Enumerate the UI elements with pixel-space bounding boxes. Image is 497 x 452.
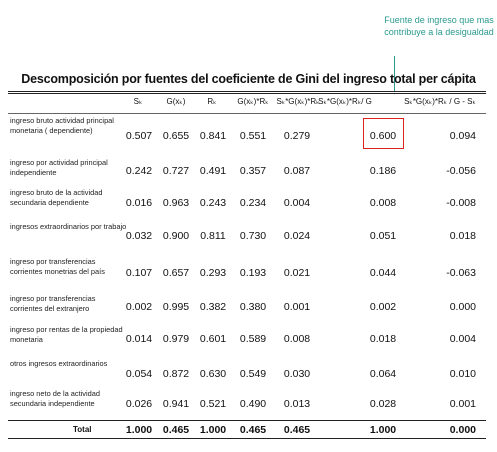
table-cell: 0.002 [125, 301, 153, 313]
table-cell: 0.030 [283, 368, 311, 380]
table-cell: 0.963 [162, 197, 190, 209]
table-cell: 0.655 [162, 130, 190, 142]
table-cell: 0.279 [283, 130, 311, 142]
table-cell: 0.016 [125, 197, 153, 209]
table-cell: 0.044 [369, 267, 397, 279]
income-source-label: otros ingresos extraordinarios [10, 359, 108, 368]
annotation-text: Fuente de ingreso que mas contribuye a l… [384, 15, 494, 37]
table-cell: 0.872 [162, 368, 190, 380]
column-header: G(xₖ) [166, 97, 186, 106]
table-rule-total [8, 420, 486, 421]
table-cell: 0.521 [199, 398, 227, 410]
total-cell: 1.000 [199, 424, 227, 436]
highlight-box [363, 118, 404, 149]
table-cell: -0.056 [446, 165, 476, 177]
table-cell: 0.380 [239, 301, 267, 313]
table-cell: 0.193 [239, 267, 267, 279]
table-cell: 0.382 [199, 301, 227, 313]
income-source-label: ingreso neto de la actividad secundaria … [10, 389, 100, 408]
column-header: Sₖ [133, 97, 143, 106]
table-rule-top-double [8, 93, 486, 94]
table-cell: 0.491 [199, 165, 227, 177]
income-source-label: ingreso bruto de la actividad secundaria… [10, 188, 103, 207]
table-cell: 0.900 [162, 230, 190, 242]
table-cell: 0.490 [239, 398, 267, 410]
table-cell: 0.242 [125, 165, 153, 177]
annotation-pointer-line [394, 56, 395, 92]
total-cell: 0.465 [162, 424, 190, 436]
table-cell: 0.657 [162, 267, 190, 279]
table-cell: 0.018 [369, 333, 397, 345]
table-cell: 0.010 [449, 368, 476, 380]
table-cell: 0.004 [449, 333, 476, 345]
table-cell: -0.063 [446, 267, 476, 279]
column-header: Rₖ [207, 97, 217, 106]
income-source-label: ingresos extraordinarios por trabajo [10, 222, 127, 231]
table-cell: 0.032 [125, 230, 153, 242]
table-cell: 0.727 [162, 165, 190, 177]
table-cell: 0.024 [283, 230, 311, 242]
table-title: Descomposición por fuentes del coeficien… [21, 72, 476, 86]
table-cell: 0.234 [239, 197, 267, 209]
table-cell: 0.979 [162, 333, 190, 345]
table-cell: 0.293 [199, 267, 227, 279]
table-cell: 0.551 [239, 130, 267, 142]
table-cell: 0.357 [239, 165, 267, 177]
table-cell: 0.021 [283, 267, 311, 279]
table-cell: 0.064 [369, 368, 397, 380]
table-cell: 0.051 [369, 230, 397, 242]
table-cell: 0.004 [283, 197, 311, 209]
total-label: Total [73, 425, 92, 434]
table-cell: 0.186 [369, 165, 397, 177]
table-cell: 0.002 [369, 301, 397, 313]
column-header: G(xₖ)*Rₖ [237, 97, 269, 106]
table-rule-top [8, 91, 486, 92]
table-cell: 0.507 [125, 130, 153, 142]
table-cell: 0.014 [125, 333, 153, 345]
total-cell: 0.465 [239, 424, 267, 436]
total-cell: 1.000 [125, 424, 153, 436]
table-cell: 0.243 [199, 197, 227, 209]
table-rule-header [8, 113, 486, 114]
table-cell: 0.013 [283, 398, 311, 410]
table-cell: 0.018 [449, 230, 476, 242]
table-cell: 0.107 [125, 267, 153, 279]
table-cell: 0.549 [239, 368, 267, 380]
table-cell: 0.026 [125, 398, 153, 410]
income-source-label: ingreso por rentas de la propiedad monet… [10, 325, 123, 344]
total-cell: 0.000 [449, 424, 476, 436]
table-cell: 0.630 [199, 368, 227, 380]
column-header: Sₖ*G(xₖ)*Rₖ/ G [318, 97, 372, 106]
column-header: Sₖ*G(xₖ)*Rₖ [276, 97, 320, 106]
table-cell: 0.600 [369, 130, 397, 142]
table-cell: 0.601 [199, 333, 227, 345]
income-source-label: ingreso por transferencias corrientes mo… [10, 257, 105, 276]
total-cell: 1.000 [369, 424, 397, 436]
table-rule-bottom [8, 438, 486, 439]
table-cell: 0.001 [449, 398, 476, 410]
table-cell: 0.094 [449, 130, 476, 142]
table-cell: 0.589 [239, 333, 267, 345]
column-header: Sₖ*G(xₖ)*Rₖ / G - Sₖ [404, 97, 476, 106]
table-cell: -0.008 [446, 197, 476, 209]
table-cell: 0.811 [200, 230, 226, 242]
table-cell: 0.841 [199, 130, 227, 142]
table-cell: 0.008 [369, 197, 397, 209]
table-cell: 0.087 [283, 165, 311, 177]
income-source-label: ingreso por actividad principal independ… [10, 158, 108, 177]
table-cell: 0.730 [239, 230, 267, 242]
total-cell: 0.465 [283, 424, 311, 436]
table-cell: 0.054 [125, 368, 153, 380]
table-cell: 0.008 [283, 333, 311, 345]
table-cell: 0.941 [162, 398, 190, 410]
income-source-label: ingreso por transferencias corrientes de… [10, 294, 96, 313]
table-cell: 0.995 [162, 301, 190, 313]
income-source-label: ingreso bruto actividad principal moneta… [10, 116, 114, 135]
table-cell: 0.001 [283, 301, 311, 313]
table-cell: 0.000 [449, 301, 476, 313]
table-cell: 0.028 [369, 398, 397, 410]
